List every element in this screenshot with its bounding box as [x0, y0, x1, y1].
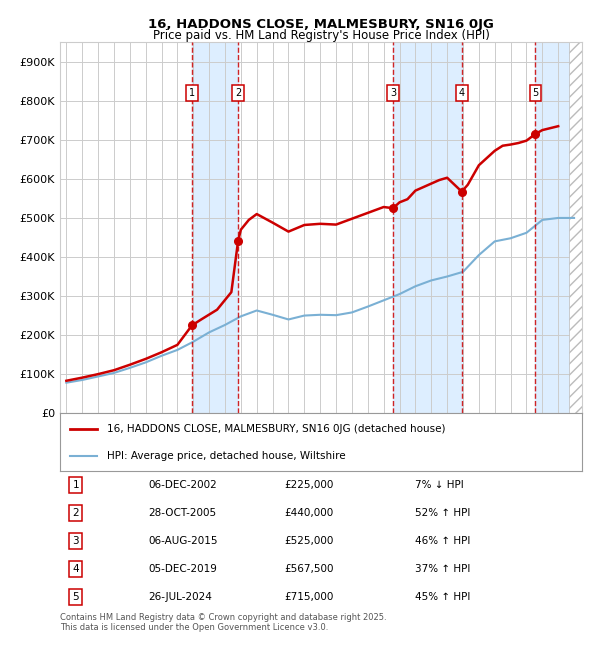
Text: 2: 2 — [235, 88, 241, 98]
Text: HPI: Average price, detached house, Wiltshire: HPI: Average price, detached house, Wilt… — [107, 451, 346, 462]
Text: 3: 3 — [73, 536, 79, 546]
Text: 28-OCT-2005: 28-OCT-2005 — [149, 508, 217, 518]
Text: 05-DEC-2019: 05-DEC-2019 — [149, 564, 218, 574]
Text: £715,000: £715,000 — [284, 592, 334, 603]
Text: 5: 5 — [73, 592, 79, 603]
Bar — [569, 42, 582, 413]
Text: Contains HM Land Registry data © Crown copyright and database right 2025.
This d: Contains HM Land Registry data © Crown c… — [60, 613, 386, 632]
Text: 4: 4 — [73, 564, 79, 574]
Text: £525,000: £525,000 — [284, 536, 334, 546]
Text: 06-DEC-2002: 06-DEC-2002 — [149, 480, 217, 490]
Text: 37% ↑ HPI: 37% ↑ HPI — [415, 564, 470, 574]
Text: £567,500: £567,500 — [284, 564, 334, 574]
Bar — [393, 42, 462, 413]
Text: 16, HADDONS CLOSE, MALMESBURY, SN16 0JG (detached house): 16, HADDONS CLOSE, MALMESBURY, SN16 0JG … — [107, 424, 445, 434]
Text: 2: 2 — [73, 508, 79, 518]
Bar — [535, 42, 582, 413]
Text: 1: 1 — [73, 480, 79, 490]
Text: 46% ↑ HPI: 46% ↑ HPI — [415, 536, 470, 546]
Text: 5: 5 — [532, 88, 538, 98]
Text: 1: 1 — [189, 88, 195, 98]
Bar — [192, 42, 238, 413]
Text: £225,000: £225,000 — [284, 480, 334, 490]
Text: 16, HADDONS CLOSE, MALMESBURY, SN16 0JG: 16, HADDONS CLOSE, MALMESBURY, SN16 0JG — [148, 18, 494, 31]
Text: 06-AUG-2015: 06-AUG-2015 — [149, 536, 218, 546]
Text: 3: 3 — [390, 88, 396, 98]
Text: 52% ↑ HPI: 52% ↑ HPI — [415, 508, 470, 518]
Text: 26-JUL-2024: 26-JUL-2024 — [149, 592, 212, 603]
Text: 7% ↓ HPI: 7% ↓ HPI — [415, 480, 464, 490]
Text: 45% ↑ HPI: 45% ↑ HPI — [415, 592, 470, 603]
Text: £440,000: £440,000 — [284, 508, 334, 518]
Text: 4: 4 — [458, 88, 465, 98]
Text: Price paid vs. HM Land Registry's House Price Index (HPI): Price paid vs. HM Land Registry's House … — [152, 29, 490, 42]
